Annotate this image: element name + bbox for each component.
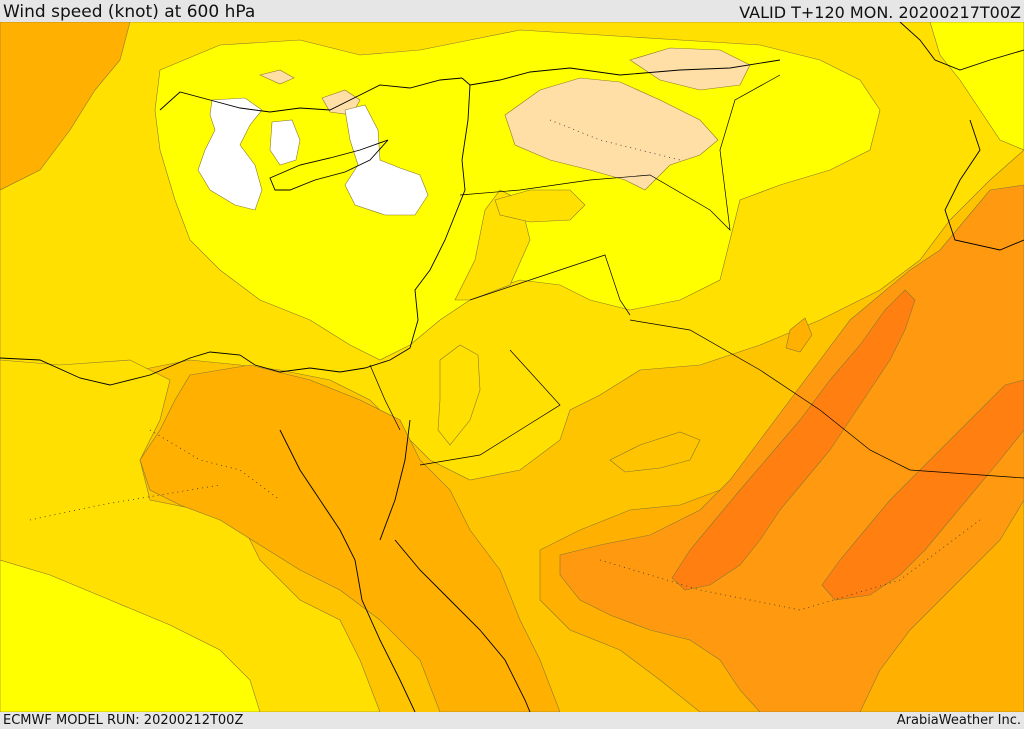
- border-iraq-saudi: [629, 319, 1024, 479]
- contour-white-east: [344, 104, 429, 216]
- coastline-gulf-aqaba: [379, 419, 411, 541]
- model-run-label: ECMWF MODEL RUN: 20200212T00Z: [3, 713, 244, 728]
- contour-peach-north: [629, 47, 751, 91]
- contour-amber-small: [785, 317, 813, 353]
- coastlines: [0, 22, 1024, 712]
- coastline-red-sea-east: [394, 539, 531, 712]
- coastline-levant: [409, 77, 471, 349]
- coastline-turkey-south: [159, 77, 463, 113]
- coastline-turkey-north: [469, 59, 781, 86]
- border-syria-iraq: [469, 254, 631, 316]
- coastline-gulf-east: [944, 119, 1024, 251]
- valid-time: VALID T+120 MON. 20200217T00Z: [739, 3, 1021, 22]
- map-footer: ECMWF MODEL RUN: 20200212T00Z ArabiaWeat…: [0, 712, 1024, 729]
- dotted-border-1: [29, 484, 221, 521]
- contour-yellow-southwest: [0, 559, 261, 712]
- contour-dark-orange-core: [671, 289, 916, 591]
- dotted-borders: [29, 119, 981, 611]
- contour-peach-turkey: [504, 77, 719, 191]
- coastline-north-africa: [0, 347, 411, 386]
- border-jordan-saudi: [419, 349, 561, 466]
- coastline-cyprus: [269, 139, 389, 191]
- coastline-sinai-gulfs: [279, 429, 416, 712]
- contour-white-mid: [269, 119, 301, 166]
- map-title: Wind speed (knot) at 600 hPa: [3, 2, 256, 22]
- contour-yellow-orange-syria-blob: [494, 189, 586, 223]
- contour-amber-northwest: [0, 22, 131, 191]
- contour-yellow-northeast: [929, 22, 1024, 151]
- contour-yellow-orange-jordan: [437, 344, 481, 446]
- border-turkey-syria: [459, 74, 781, 231]
- map-header: Wind speed (knot) at 600 hPa VALID T+120…: [0, 0, 1024, 22]
- border-egypt-sudan: [369, 364, 401, 431]
- contour-amber-egypt: [139, 364, 561, 712]
- contour-peach-small-2: [259, 69, 295, 85]
- credit-label: ArabiaWeather Inc.: [896, 713, 1021, 728]
- coastline-caspian: [899, 22, 1024, 71]
- contour-gold-blob-east: [609, 431, 701, 473]
- contour-dark-orange-east: [821, 379, 1024, 601]
- contour-white-west: [197, 97, 263, 211]
- contour-map-svg: [0, 22, 1024, 712]
- wind-speed-map: [0, 22, 1024, 712]
- borders: [369, 74, 1024, 479]
- dotted-border-2: [549, 119, 681, 161]
